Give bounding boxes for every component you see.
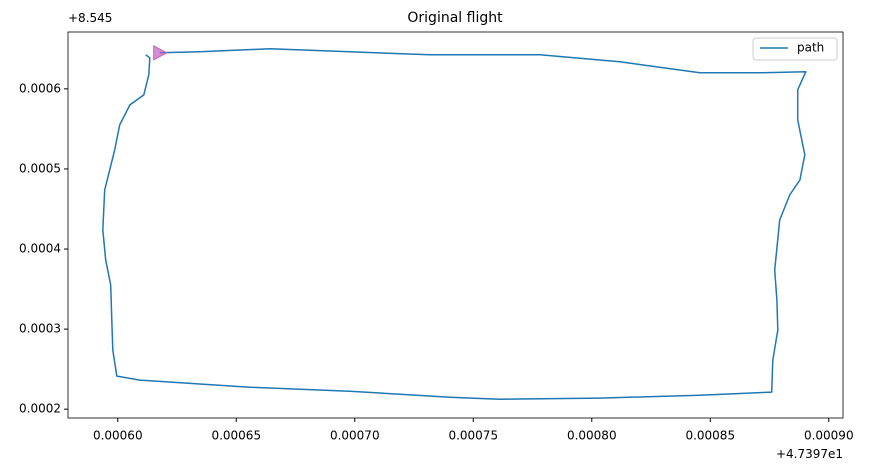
- chart-title: Original flight: [407, 10, 503, 26]
- x-tick-label: 0.00065: [211, 429, 261, 443]
- y-tick-label: 0.0002: [19, 402, 61, 416]
- x-tick-label: 0.00080: [567, 429, 617, 443]
- axes-frame: [67, 31, 844, 419]
- y-offset-label: +8.545: [68, 11, 112, 25]
- y-tick-label: 0.0005: [19, 161, 61, 175]
- x-tick-label: 0.00090: [804, 429, 854, 443]
- x-offset-label: +4.7397e1: [776, 447, 843, 461]
- y-tick-label: 0.0006: [19, 81, 61, 95]
- start-marker: [153, 44, 168, 61]
- x-tick-label: 0.00070: [330, 429, 380, 443]
- legend-label: path: [797, 41, 824, 55]
- x-tick-label: 0.00085: [685, 429, 735, 443]
- y-tick-label: 0.0004: [19, 242, 61, 256]
- x-tick-label: 0.00075: [448, 429, 498, 443]
- legend-box: [752, 37, 838, 61]
- line-path: [102, 48, 807, 400]
- y-tick-label: 0.0003: [19, 322, 61, 336]
- x-tick-label: 0.00060: [93, 429, 143, 443]
